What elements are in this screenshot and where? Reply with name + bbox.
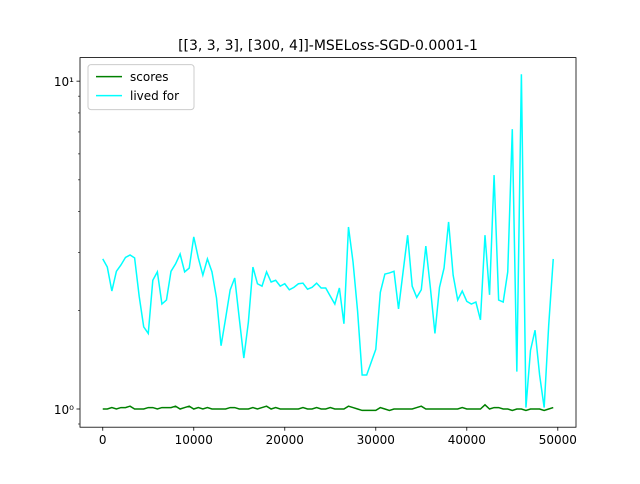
series-line <box>102 403 554 412</box>
legend-label: lived for <box>130 89 179 103</box>
x-tick-label: 30000 <box>357 433 395 447</box>
x-tick-label: 50000 <box>539 433 577 447</box>
chart-title: [[3, 3, 3], [300, 4]]-MSELoss-SGD-0.0001… <box>178 38 478 54</box>
y-tick-label: 10¹ <box>54 75 74 89</box>
legend: scores lived for <box>87 64 195 111</box>
plot-frame <box>79 57 577 428</box>
x-tick-label: 10000 <box>175 433 213 447</box>
x-tick-label: 0 <box>99 433 107 447</box>
legend-label: scores <box>130 70 169 84</box>
series-line <box>102 74 554 408</box>
x-tick-label: 20000 <box>266 433 304 447</box>
y-tick-label: 10⁰ <box>54 403 74 417</box>
x-tick-label: 40000 <box>448 433 486 447</box>
